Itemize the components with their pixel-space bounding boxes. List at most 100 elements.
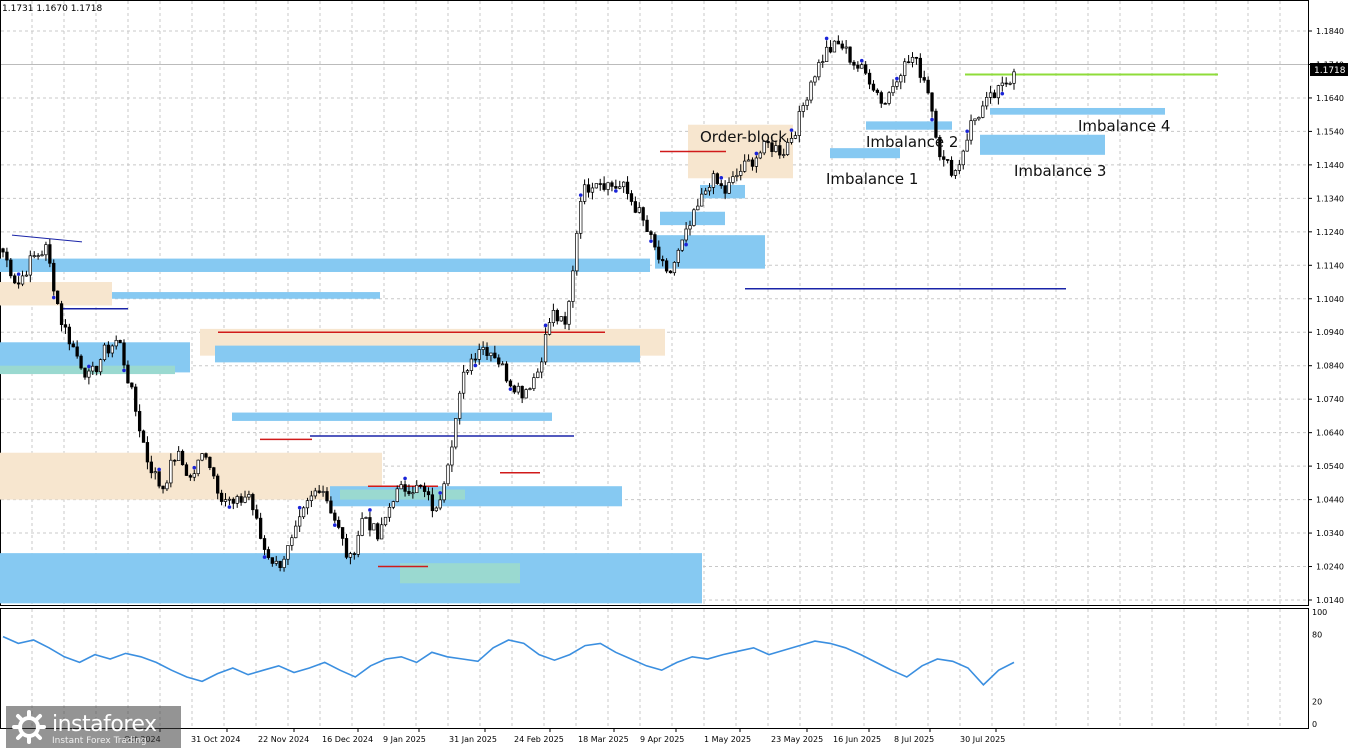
candle-body <box>165 482 169 490</box>
time-tick-label: 31 Jan 2025 <box>449 735 497 744</box>
candle-body <box>266 549 271 558</box>
candle-body <box>227 498 232 501</box>
candle-body <box>301 507 306 518</box>
candle-body <box>98 359 103 373</box>
imbalance-2-zone <box>866 121 952 130</box>
candle-body <box>134 386 138 412</box>
fractal-marker <box>543 323 548 328</box>
candle-body <box>305 500 310 509</box>
candle-body <box>555 310 559 322</box>
candle-body <box>1008 82 1012 85</box>
candle-body <box>360 518 364 536</box>
candle-body <box>957 164 962 171</box>
candle-body <box>782 154 786 156</box>
fractal-marker <box>895 76 899 81</box>
candle-body <box>458 392 462 419</box>
imbalance-zone <box>215 345 640 363</box>
candle-body <box>571 270 575 302</box>
candle-body <box>145 442 150 463</box>
candle-body <box>696 205 700 211</box>
candle-body <box>157 471 161 487</box>
candle-body <box>610 182 614 187</box>
time-tick-label: 22 Nov 2024 <box>258 735 309 744</box>
candle-body <box>645 219 649 233</box>
candle-body <box>508 380 513 387</box>
brand-name: instaforex <box>52 712 157 737</box>
candle-body <box>192 473 196 478</box>
candle-body <box>961 150 965 166</box>
candle-body <box>137 411 142 432</box>
candle-body <box>40 254 44 257</box>
candle-body <box>340 527 345 539</box>
price-tick-label: 1.0340 <box>1316 529 1344 538</box>
brand-tagline: Instant Forex Trading <box>52 736 147 746</box>
candle-body <box>821 61 825 63</box>
fractal-marker <box>684 242 688 247</box>
imbalance-zone <box>700 184 745 199</box>
candle-body <box>700 193 704 207</box>
candle-body <box>481 347 485 350</box>
label-imbalance-2: Imbalance 2 <box>866 133 958 151</box>
price-tick-label: 1.0440 <box>1316 496 1344 505</box>
candle-body <box>352 553 356 555</box>
candle-body <box>883 102 887 105</box>
imbalance-4-zone <box>990 107 1165 115</box>
fractal-marker <box>508 387 513 391</box>
time-tick-label: 31 Oct 2024 <box>191 735 240 744</box>
candle-body <box>949 159 954 176</box>
candle-body <box>762 141 766 154</box>
imbalance-1-zone <box>830 148 900 159</box>
candle-body <box>32 255 36 257</box>
candle-body <box>559 316 563 322</box>
candle-body <box>992 92 997 99</box>
oscillator-line <box>2 635 1015 686</box>
candle-body <box>743 160 747 172</box>
candle-body <box>590 187 595 193</box>
imbalance-zone <box>0 258 650 272</box>
teal-zone <box>400 563 520 584</box>
fractal-marker <box>332 523 337 527</box>
candle-body <box>770 142 774 152</box>
candle-body <box>24 274 29 277</box>
candle-body <box>926 79 930 94</box>
candle-body <box>415 484 419 494</box>
candle-body <box>797 111 801 136</box>
candle-body <box>793 135 798 139</box>
candle-body <box>67 326 72 345</box>
price-tick-label: 1.1540 <box>1316 127 1344 136</box>
candle-body <box>789 138 794 143</box>
price-tick-label: 1.1140 <box>1316 261 1344 270</box>
candle-body <box>149 461 153 474</box>
candle-body <box>801 105 805 112</box>
candle-body <box>680 239 684 251</box>
time-tick-label: 8 Jul 2025 <box>894 735 934 744</box>
candle-body <box>657 246 661 260</box>
candle-body <box>516 385 520 393</box>
candle-body <box>36 255 40 257</box>
candle-body <box>282 558 286 568</box>
candle-body <box>411 492 415 495</box>
candle-body <box>703 190 708 195</box>
price-tick-label: 1.0540 <box>1316 462 1344 471</box>
candle-body <box>364 517 368 519</box>
candle-body <box>13 275 17 284</box>
candle-body <box>910 56 915 63</box>
candle-body <box>836 40 840 45</box>
candle-body <box>184 464 189 476</box>
candle-body <box>44 244 48 256</box>
candle-body <box>63 324 68 328</box>
imbalance-zone <box>0 553 702 604</box>
candle-body <box>774 145 778 152</box>
price-tick-label: 1.0940 <box>1316 328 1344 337</box>
price-tick-label: 1.0640 <box>1316 429 1344 438</box>
candle-body <box>485 347 489 356</box>
fractal-marker <box>192 465 197 470</box>
candle-body <box>270 557 274 564</box>
candle-body <box>653 234 657 248</box>
candle-body <box>844 46 848 49</box>
candle-body <box>524 389 528 399</box>
candle-body <box>372 523 376 531</box>
